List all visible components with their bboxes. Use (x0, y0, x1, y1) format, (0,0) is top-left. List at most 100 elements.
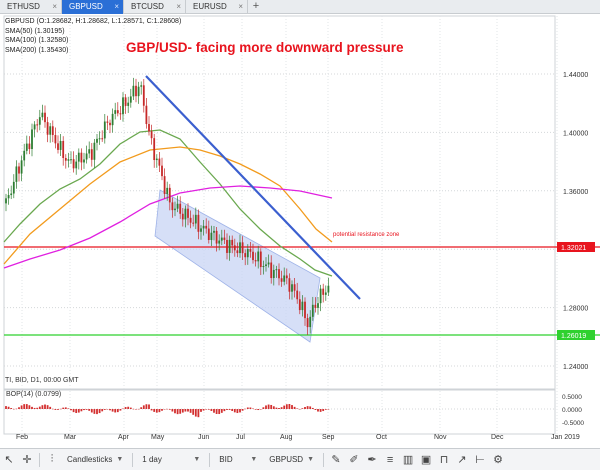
magnet-icon[interactable]: ⊓ (439, 454, 449, 466)
candle-body (57, 143, 59, 150)
candle-body (181, 213, 184, 220)
chart-type-select[interactable]: Candlesticks ▼ (61, 449, 129, 470)
bop-bar (70, 409, 72, 411)
bop-bar (135, 409, 137, 410)
bop-bar (220, 409, 223, 413)
candle-body (298, 299, 301, 311)
layout-icon[interactable]: ▣ (420, 454, 432, 466)
chart-area[interactable]: 1.440001.400001.360001.320001.280001.240… (0, 14, 600, 448)
bop-bar (161, 409, 163, 411)
bop-bar (46, 405, 49, 409)
price-select[interactable]: BID ▼ (213, 449, 263, 470)
candle-body (252, 251, 254, 261)
chevron-down-icon: ▼ (250, 456, 258, 463)
candle-body (187, 208, 189, 218)
candle-body (111, 113, 114, 126)
candle-body (109, 122, 111, 126)
bop-bar (88, 409, 91, 411)
bop-bar (202, 409, 205, 411)
tab-bar: ETHUSD × GBPUSD × BTCUSD × EURUSD × + (0, 0, 600, 14)
bop-bar (10, 408, 13, 409)
x-axis-tick-label: May (151, 434, 165, 441)
candle-body (278, 269, 280, 279)
candle-body (259, 251, 262, 268)
timeframe-select[interactable]: 1 day ▼ (136, 449, 206, 470)
tab-gbpusd[interactable]: GBPUSD × (62, 0, 124, 14)
pencil-icon[interactable]: ✎ (331, 454, 341, 466)
candle-body (142, 85, 145, 106)
candle-body (64, 157, 67, 161)
bop-bar (233, 409, 236, 413)
bop-bar (291, 405, 293, 409)
bop-bar (254, 409, 257, 410)
close-icon[interactable]: × (238, 2, 243, 11)
candle-body (127, 102, 130, 106)
candle-body (327, 285, 330, 293)
columns-icon[interactable]: ▥ (402, 454, 414, 466)
bop-bar (293, 406, 296, 409)
symbol-select[interactable]: GBPUSD ▼ (263, 449, 320, 470)
brush-icon[interactable]: ✐ (349, 454, 359, 466)
candle-body (163, 176, 166, 194)
candle-body (319, 288, 322, 304)
candle-body (7, 195, 10, 199)
bop-bar (207, 409, 210, 410)
candle-body (145, 105, 148, 125)
bop-bar (285, 404, 288, 409)
price-label: BID (219, 455, 233, 464)
bop-bar (33, 407, 36, 409)
pen-icon[interactable]: ✒ (367, 454, 377, 466)
chevron-down-icon: ▼ (307, 456, 315, 463)
candle-body (85, 153, 88, 160)
bop-bar (75, 409, 78, 414)
candle-body (322, 288, 325, 295)
price-chart[interactable]: 1.440001.400001.360001.320001.280001.240… (0, 14, 600, 448)
downtrend-channel (154, 189, 321, 343)
candle-body (77, 152, 80, 162)
bar-style-icon[interactable]: ⫶ (50, 453, 54, 465)
chart-type-label: Candlesticks (67, 455, 113, 464)
bop-bar (93, 409, 96, 414)
candle-body (54, 135, 57, 144)
close-icon[interactable]: × (176, 2, 181, 11)
trend-icon[interactable]: ↗ (457, 454, 467, 466)
candle-body (103, 121, 106, 139)
ruler-icon[interactable]: ⊢ (475, 454, 485, 466)
close-icon[interactable]: × (114, 2, 119, 11)
bop-bar (25, 404, 28, 409)
text-icon[interactable]: ≡ (386, 453, 394, 466)
candle-body (324, 292, 327, 295)
candle-body (280, 278, 283, 282)
bop-bar (306, 406, 309, 409)
candle-body (194, 214, 197, 224)
candle-body (176, 203, 179, 209)
candle-body (25, 143, 28, 151)
bop-bar (83, 409, 85, 411)
bop-bar (119, 409, 122, 411)
candle-body (44, 112, 46, 123)
bop-bar (223, 409, 226, 412)
candle-body (171, 202, 174, 211)
tab-ethusd[interactable]: ETHUSD × (0, 0, 62, 14)
bop-bar (72, 409, 75, 413)
candle-body (148, 124, 150, 132)
tab-label: ETHUSD (7, 2, 40, 11)
bop-bar (210, 409, 213, 411)
bop-bar (184, 409, 187, 412)
bop-bar (275, 407, 278, 409)
candle-body (241, 242, 244, 254)
price-label-text: 1.32021 (561, 245, 586, 252)
bop-bar (80, 409, 83, 412)
gear-icon[interactable]: ⚙ (493, 454, 503, 466)
add-tab-button[interactable]: + (252, 0, 260, 12)
sma100-readout: SMA(100) (1.32580) (5, 37, 69, 45)
candle-body (106, 121, 109, 123)
crosshair-icon[interactable]: ✛ (22, 454, 32, 466)
tab-eurusd[interactable]: EURUSD × (186, 0, 248, 14)
tab-btcusd[interactable]: BTCUSD × (124, 0, 186, 14)
bop-bar (249, 407, 252, 409)
close-icon[interactable]: × (52, 2, 57, 11)
bop-bar (327, 409, 330, 410)
sma100-line (3, 146, 333, 265)
pointer-icon[interactable]: ↖ (4, 454, 14, 466)
